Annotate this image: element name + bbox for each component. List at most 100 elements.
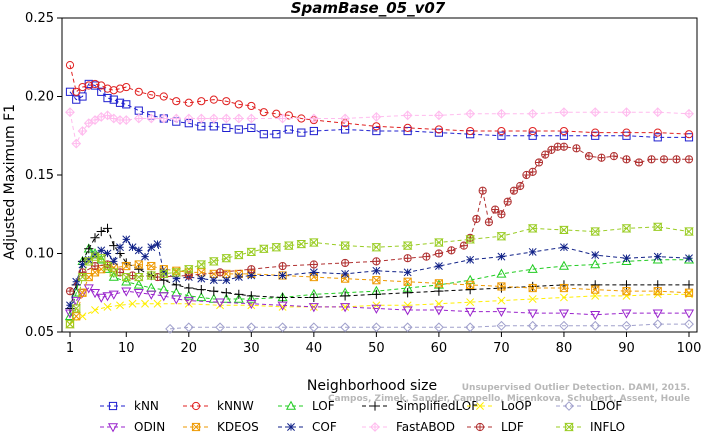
data-point-knnw [209, 95, 218, 104]
data-point-cof [653, 252, 662, 261]
data-point-odin [183, 296, 194, 307]
data-point-ldf-plus [278, 262, 287, 270]
data-point-inflo [234, 250, 244, 260]
data-point-inflo-sides [247, 248, 256, 256]
data-point-loop [497, 296, 506, 305]
legend-marker-knnw [191, 401, 201, 411]
y-tick-label: 0.20 [25, 90, 54, 105]
data-point-lof [233, 293, 244, 303]
data-point-cof [528, 247, 537, 256]
data-point-kdeos-cross [122, 262, 131, 271]
data-point-odin [277, 301, 288, 311]
data-point-cof [116, 243, 124, 252]
data-point-kdeos-cross [528, 284, 537, 292]
data-point-kdeos [84, 272, 93, 282]
data-point-fastabod [527, 108, 538, 119]
data-point-ldf-plus [516, 182, 524, 190]
data-point-loop [128, 299, 137, 308]
series-line-knnw [69, 64, 690, 135]
legend-item-ldf: LDF [467, 420, 524, 434]
data-point-lof [590, 259, 601, 269]
data-point-inflo-sides [122, 273, 131, 281]
data-point-ldf-plus [504, 198, 512, 206]
data-point-inflo-sides [172, 268, 181, 276]
data-point-fastabod-plus [185, 114, 193, 123]
data-point-cof [72, 277, 81, 286]
data-point-loop [528, 295, 537, 303]
data-point-loop [153, 299, 162, 308]
data-point-loop [103, 302, 112, 311]
data-point-cof [622, 254, 631, 263]
data-point-kdeos [622, 287, 631, 296]
data-point-ldof [340, 322, 351, 333]
data-point-fastabod [208, 113, 219, 124]
data-point-knnw [259, 108, 268, 117]
data-point-ldf-plus [310, 260, 318, 269]
data-point-knnw [497, 126, 506, 136]
data-point-kdeos [528, 283, 537, 293]
data-point-kdeos [466, 280, 475, 289]
data-point-cof [141, 252, 149, 261]
data-point-ldf-plus [372, 257, 380, 265]
data-point-simplifiedlof [184, 283, 194, 293]
data-point-knn [115, 98, 125, 107]
data-point-fastabod [183, 113, 194, 124]
data-point-fastabod-plus [78, 127, 87, 135]
x-tick-label: 20 [181, 341, 198, 356]
data-point-cof [172, 274, 181, 283]
data-point-odin [683, 309, 695, 319]
data-point-ldf-plus [610, 152, 618, 160]
data-point-fastabod-plus [435, 111, 443, 119]
data-point-knn [309, 126, 318, 136]
data-point-kdeos-cross [466, 280, 475, 289]
data-point-ldf-plus [597, 154, 606, 162]
data-point-inflo-sides [222, 254, 231, 262]
data-point-ldf-plus [560, 143, 568, 151]
data-point-ldf-plus [78, 268, 87, 276]
data-point-inflo-sides [234, 251, 243, 259]
legend-label-knn: kNN [134, 399, 159, 413]
data-point-knnw [622, 128, 631, 137]
data-point-odin [83, 284, 94, 294]
data-point-odin [496, 307, 507, 318]
data-point-knnw [72, 87, 81, 96]
data-point-kdeos [591, 285, 600, 294]
data-point-fastabod-plus [529, 110, 537, 118]
series-line-ldof [169, 323, 689, 330]
data-point-inflo [434, 238, 444, 247]
data-point-lof [683, 254, 695, 264]
data-point-loop [434, 299, 443, 308]
legend-marker-lof [285, 400, 297, 410]
data-point-inflo-sides [559, 226, 569, 234]
data-point-simplifiedlof [221, 288, 231, 298]
legend-marker-knn [108, 401, 118, 411]
data-point-odin [465, 307, 476, 318]
data-point-ldf-plus [479, 187, 487, 195]
data-point-fastabod [77, 126, 88, 136]
data-point-cof [122, 235, 131, 244]
data-point-ldof [308, 322, 319, 333]
legend: kNN kNNW LOF SimplifiedLOF LoOP LDOF ODIN KDEOS… [100, 399, 625, 434]
data-point-lof [465, 274, 476, 284]
data-point-kdeos-cross [497, 282, 506, 291]
legend-item-knnw: kNNW [183, 399, 254, 413]
data-point-kdeos [122, 261, 131, 271]
data-point-cof [209, 276, 218, 285]
data-point-fastabod-plus [91, 116, 99, 124]
data-point-ldof [183, 322, 194, 333]
series-fastabod [65, 107, 694, 149]
y-axis-label: Adjusted Maximum F1 [2, 104, 18, 260]
legend-label-lof: LOF [312, 399, 335, 413]
data-point-ldf-plus [522, 171, 531, 179]
data-point-fastabod-plus [110, 114, 118, 123]
data-point-knnw [234, 100, 243, 109]
data-point-cof [591, 251, 600, 260]
data-point-cof [153, 240, 162, 249]
data-point-kdeos-cross [403, 277, 412, 286]
y-tick-label: 0.15 [25, 168, 54, 183]
data-point-knn [653, 133, 662, 142]
data-point-inflo-sides [97, 254, 106, 262]
data-point-fastabod-plus [172, 114, 180, 123]
data-point-lof [558, 260, 569, 270]
